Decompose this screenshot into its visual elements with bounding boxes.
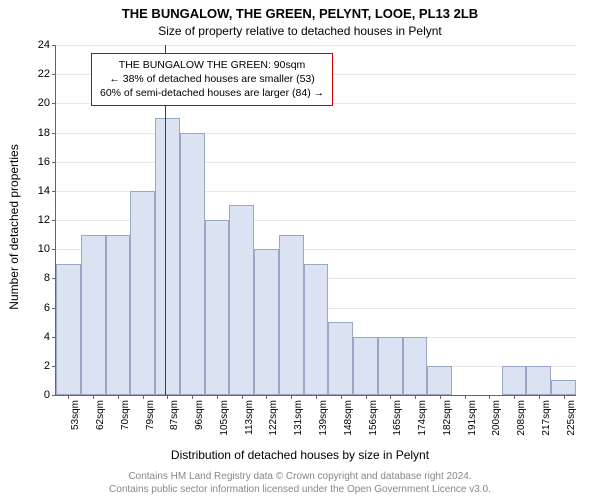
xtick-mark — [390, 395, 391, 399]
ytick-mark — [52, 191, 56, 192]
bar — [205, 220, 230, 395]
bar — [56, 264, 81, 395]
ytick-label: 8 — [44, 272, 50, 284]
xtick-mark — [68, 395, 69, 399]
xtick-mark — [539, 395, 540, 399]
ytick-label: 10 — [38, 243, 50, 255]
xtick-label: 165sqm — [392, 400, 403, 436]
xtick-label: 96sqm — [194, 400, 205, 430]
xtick-mark — [341, 395, 342, 399]
ytick-label: 0 — [44, 389, 50, 401]
gridline — [56, 45, 576, 46]
bar — [378, 337, 403, 395]
xtick-label: 225sqm — [566, 400, 577, 436]
xtick-label: 87sqm — [169, 400, 180, 430]
xtick-mark — [217, 395, 218, 399]
xtick-mark — [465, 395, 466, 399]
xtick-label: 174sqm — [417, 400, 428, 436]
bar — [279, 235, 304, 395]
bar — [106, 235, 131, 395]
xtick-mark — [440, 395, 441, 399]
bar — [180, 133, 205, 396]
xtick-label: 148sqm — [343, 400, 354, 436]
ytick-mark — [52, 395, 56, 396]
xtick-mark — [489, 395, 490, 399]
xtick-label: 191sqm — [467, 400, 478, 436]
ytick-label: 2 — [44, 360, 50, 372]
xtick-mark — [366, 395, 367, 399]
ytick-mark — [52, 133, 56, 134]
xtick-mark — [291, 395, 292, 399]
xtick-label: 131sqm — [293, 400, 304, 436]
ytick-mark — [52, 103, 56, 104]
bar — [502, 366, 527, 395]
ytick-label: 6 — [44, 302, 50, 314]
gridline — [56, 162, 576, 163]
xtick-label: 200sqm — [491, 400, 502, 436]
plot-area: 02468101214161820222453sqm62sqm70sqm79sq… — [55, 45, 576, 396]
ytick-label: 16 — [38, 156, 50, 168]
xtick-label: 182sqm — [442, 400, 453, 436]
xtick-label: 139sqm — [318, 400, 329, 436]
bar — [551, 380, 576, 395]
xtick-mark — [415, 395, 416, 399]
xtick-mark — [93, 395, 94, 399]
chart-container: THE BUNGALOW, THE GREEN, PELYNT, LOOE, P… — [0, 0, 600, 500]
ytick-mark — [52, 249, 56, 250]
xtick-label: 79sqm — [145, 400, 156, 430]
xtick-mark — [266, 395, 267, 399]
xtick-mark — [514, 395, 515, 399]
xtick-mark — [167, 395, 168, 399]
xtick-label: 122sqm — [268, 400, 279, 436]
ytick-mark — [52, 220, 56, 221]
xtick-label: 156sqm — [368, 400, 379, 436]
bar — [155, 118, 180, 395]
ytick-label: 12 — [38, 214, 50, 226]
annotation-box: THE BUNGALOW THE GREEN: 90sqm← 38% of de… — [91, 53, 333, 106]
xtick-label: 105sqm — [219, 400, 230, 436]
xtick-mark — [316, 395, 317, 399]
bar — [130, 191, 155, 395]
ytick-label: 14 — [38, 185, 50, 197]
bar — [526, 366, 551, 395]
annotation-line1: THE BUNGALOW THE GREEN: 90sqm — [100, 58, 324, 72]
bar — [229, 205, 254, 395]
bar — [427, 366, 452, 395]
annotation-line3: 60% of semi-detached houses are larger (… — [100, 86, 324, 100]
bar — [254, 249, 279, 395]
bar — [328, 322, 353, 395]
xtick-mark — [242, 395, 243, 399]
footer-line1: Contains HM Land Registry data © Crown c… — [0, 470, 600, 483]
ytick-label: 24 — [38, 39, 50, 51]
xtick-label: 53sqm — [70, 400, 81, 430]
xtick-label: 217sqm — [541, 400, 552, 436]
chart-title-line2: Size of property relative to detached ho… — [0, 24, 600, 38]
xtick-mark — [564, 395, 565, 399]
annotation-line2: ← 38% of detached houses are smaller (53… — [100, 72, 324, 86]
chart-title-line1: THE BUNGALOW, THE GREEN, PELYNT, LOOE, P… — [0, 6, 600, 21]
ytick-mark — [52, 74, 56, 75]
xtick-label: 208sqm — [516, 400, 527, 436]
bar — [353, 337, 378, 395]
xtick-mark — [143, 395, 144, 399]
footer-attribution: Contains HM Land Registry data © Crown c… — [0, 470, 600, 496]
y-axis-label: Number of detached properties — [7, 144, 21, 309]
xtick-label: 62sqm — [95, 400, 106, 430]
footer-line2: Contains public sector information licen… — [0, 483, 600, 496]
ytick-label: 20 — [38, 97, 50, 109]
ytick-label: 22 — [38, 68, 50, 80]
bar — [304, 264, 329, 395]
ytick-mark — [52, 162, 56, 163]
xtick-mark — [118, 395, 119, 399]
bar — [403, 337, 428, 395]
xtick-label: 113sqm — [244, 400, 255, 435]
ytick-label: 4 — [44, 331, 50, 343]
ytick-mark — [52, 45, 56, 46]
ytick-label: 18 — [38, 127, 50, 139]
xtick-mark — [192, 395, 193, 399]
gridline — [56, 133, 576, 134]
x-axis-label: Distribution of detached houses by size … — [0, 448, 600, 462]
xtick-label: 70sqm — [120, 400, 131, 430]
bar — [81, 235, 106, 395]
